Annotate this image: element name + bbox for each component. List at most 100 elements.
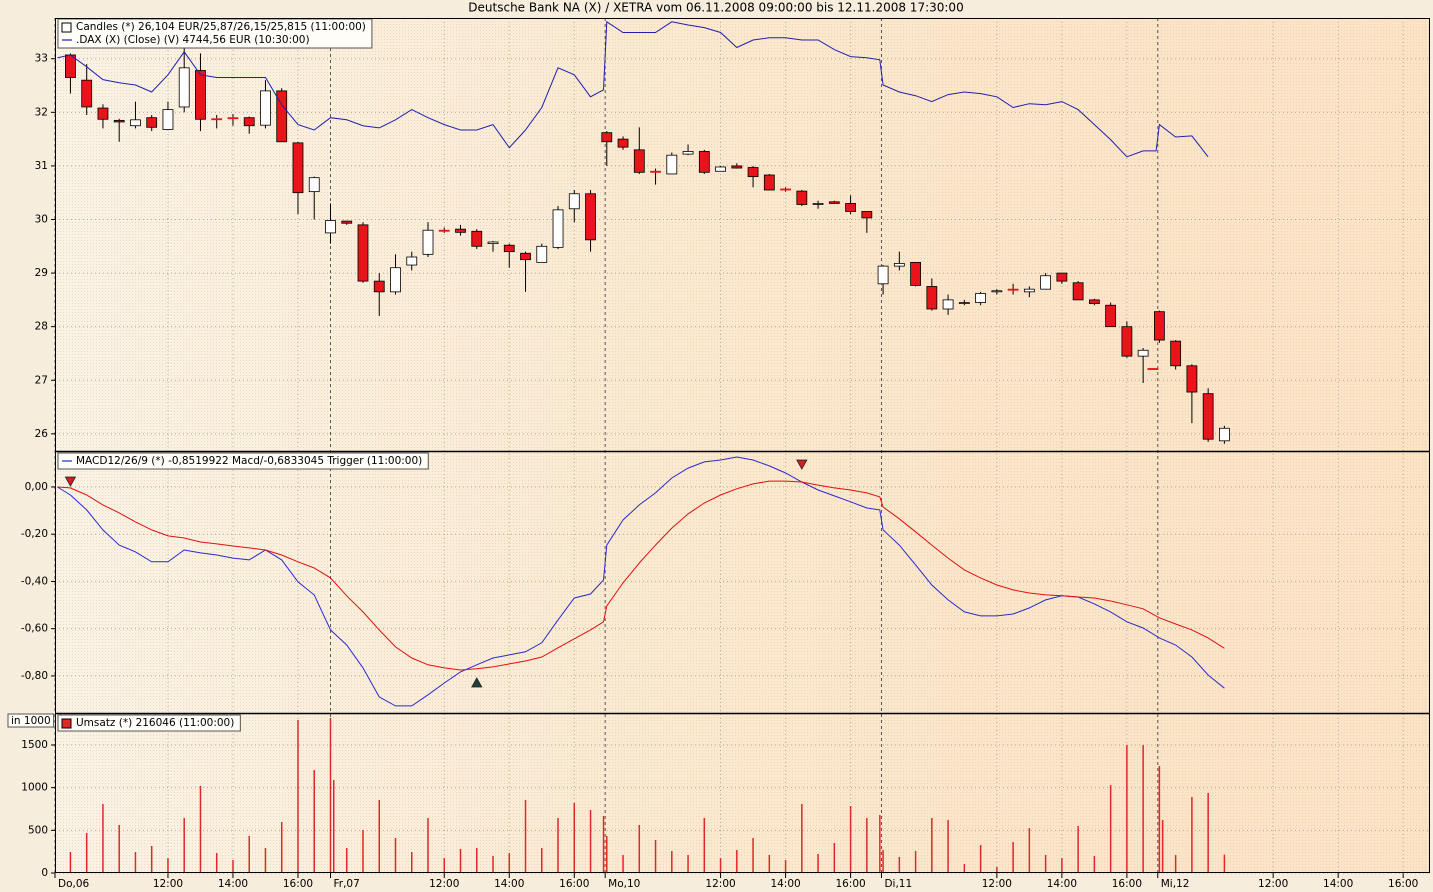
bar	[622, 854, 624, 873]
candle-body	[260, 90, 271, 126]
bar	[671, 850, 673, 873]
y-tick-label: 26	[35, 428, 49, 440]
bar	[492, 856, 494, 873]
bar	[801, 803, 803, 873]
candle-body	[1072, 282, 1084, 301]
x-tick-label: 16:00	[1112, 878, 1142, 890]
bar	[914, 850, 917, 873]
y-tick-label: 29	[35, 267, 48, 279]
candle-body	[341, 220, 353, 224]
y-tick-label: -0,20	[21, 528, 48, 540]
candle-body	[796, 190, 808, 205]
bar	[979, 845, 982, 873]
plot-texture	[55, 18, 1430, 873]
bar	[1044, 854, 1047, 873]
bar	[297, 719, 299, 873]
legend-swatch	[61, 22, 72, 33]
bar	[573, 803, 576, 873]
candle-body	[276, 90, 288, 143]
y-tick-label: 1500	[21, 739, 48, 751]
legend: Umsatz (*) 216046 (11:00:00)	[57, 714, 241, 732]
candle-body	[325, 220, 336, 234]
bar	[524, 799, 527, 873]
x-tick-label: 14:00	[494, 878, 524, 890]
bar	[427, 817, 429, 873]
candle-body	[97, 107, 109, 120]
bar	[394, 838, 397, 873]
bar	[215, 853, 218, 873]
candle-body	[81, 79, 93, 108]
bar	[1012, 842, 1014, 873]
candle-body	[438, 229, 450, 232]
bar	[1109, 785, 1112, 873]
x-tick-label: 14:00	[218, 878, 248, 890]
bar	[849, 806, 852, 873]
legend: Candles (*) 26,104 EUR/25,87/26,15/25,81…	[57, 18, 373, 49]
bar	[232, 860, 234, 873]
candle-body	[763, 174, 775, 191]
candle-body	[1186, 365, 1198, 393]
bar	[150, 846, 153, 873]
candle-body	[1153, 311, 1165, 341]
bar	[313, 769, 315, 873]
y-tick-label: 28	[35, 321, 48, 333]
x-tick-label: 14:00	[770, 878, 800, 890]
line-series	[57, 456, 1225, 707]
candle-body	[487, 241, 499, 245]
chart-title: Deutsche Bank NA (X) / XETRA vom 06.11.2…	[468, 1, 963, 15]
y-tick-label: 32	[35, 106, 48, 118]
x-tick-label: 16:00	[1388, 878, 1418, 890]
legend-box	[57, 452, 429, 470]
candle-body	[1147, 368, 1159, 370]
candle-body	[1007, 288, 1019, 291]
legend: MACD12/26/9 (*) -0,8519922 Macd/-0,68330…	[57, 452, 429, 470]
bar	[1191, 796, 1193, 873]
legend-label: Candles (*) 26,104 EUR/25,87/26,15/25,81…	[76, 21, 366, 33]
bar	[1142, 744, 1144, 873]
bar	[882, 849, 884, 873]
bar	[1126, 744, 1128, 873]
candle-body	[877, 265, 889, 285]
bar	[833, 842, 836, 873]
x-tick-label: 16:00	[835, 878, 865, 890]
candle-body	[227, 117, 239, 120]
frame	[55, 18, 1430, 873]
y-tick-label: 30	[35, 213, 48, 225]
line-series	[57, 20, 1209, 158]
candle-body	[910, 261, 921, 286]
bar	[606, 835, 608, 873]
candle-body	[975, 293, 987, 303]
legend-box	[57, 714, 241, 732]
x-tick-label: 16:00	[559, 878, 589, 890]
candle-body	[292, 142, 304, 194]
bar	[1161, 820, 1164, 873]
candle-body	[1023, 288, 1035, 293]
bar	[85, 832, 88, 873]
candle-body	[243, 117, 255, 127]
candle-body	[601, 132, 613, 143]
x-tick-label: Do,06	[58, 878, 90, 890]
bar	[345, 847, 348, 873]
signal-marker	[471, 677, 483, 688]
bar	[443, 857, 446, 873]
bar	[638, 824, 641, 873]
bar	[602, 815, 605, 873]
candle-body	[536, 245, 548, 263]
legend-label: .DAX (X) (Close) (V) 4744,56 EUR (10:30:…	[76, 34, 310, 46]
candle-body	[308, 177, 320, 193]
bar	[199, 785, 202, 873]
candle-body	[861, 211, 873, 219]
candle-body	[715, 166, 726, 172]
bar	[332, 779, 335, 873]
bar	[362, 829, 364, 873]
candle-body	[130, 119, 141, 127]
bar	[898, 856, 901, 873]
bar	[1093, 856, 1096, 873]
bar	[264, 847, 267, 873]
candle-body	[893, 263, 905, 267]
candle-body	[520, 252, 531, 261]
candle-body	[552, 209, 564, 248]
bar	[557, 817, 559, 873]
candle-body	[1137, 349, 1149, 357]
